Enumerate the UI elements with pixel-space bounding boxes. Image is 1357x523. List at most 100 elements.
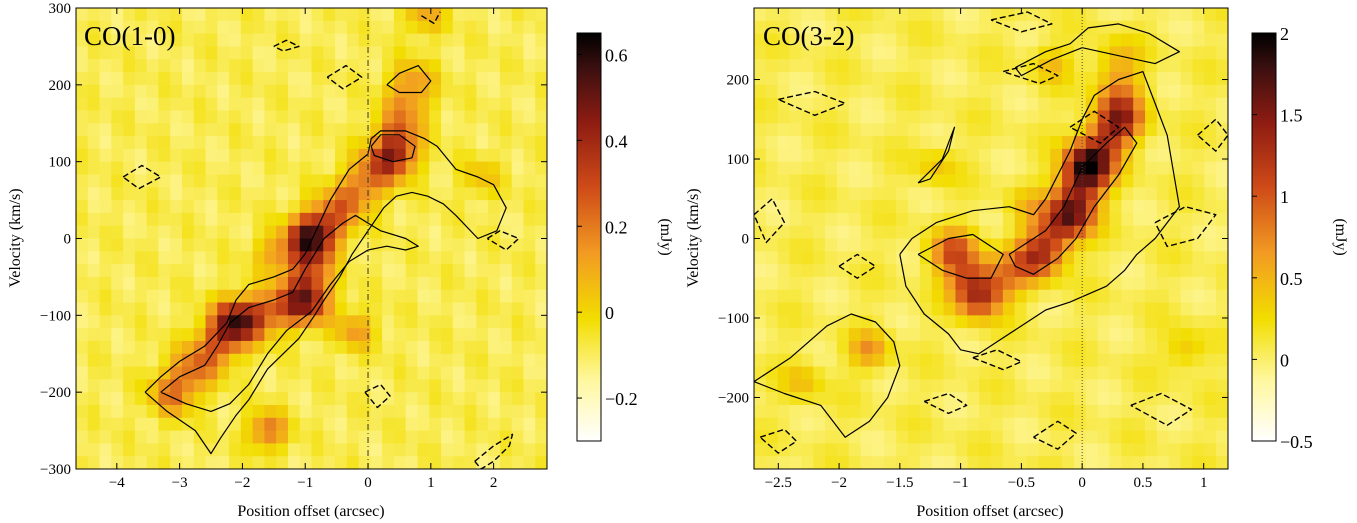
heatmap-cell-co32 xyxy=(1180,353,1194,368)
heatmap-cell-co10 xyxy=(429,264,442,278)
heatmap-cell-co32 xyxy=(1156,353,1170,368)
heatmap-cell-co10 xyxy=(405,404,419,419)
heatmap-cell-co32 xyxy=(1204,8,1217,22)
heatmap-cell-co32 xyxy=(896,443,909,457)
heatmap-cell-co32 xyxy=(1204,123,1217,137)
heatmap-cell-co32 xyxy=(1204,315,1217,329)
heatmap-cell-co32 xyxy=(967,417,980,432)
heatmap-cell-co32 xyxy=(979,289,992,304)
heatmap-cell-co32 xyxy=(1133,225,1146,240)
heatmap-cell-co32 xyxy=(860,404,874,419)
heatmap-cell-co32 xyxy=(754,417,767,432)
heatmap-cell-co32 xyxy=(1204,430,1217,444)
heatmap-cell-co32 xyxy=(884,392,897,406)
heatmap-cell-co10 xyxy=(134,430,148,444)
heatmap-cell-co10 xyxy=(335,443,348,457)
heatmap-cell-co10 xyxy=(346,84,360,99)
heatmap-cell-co10 xyxy=(499,110,513,124)
heatmap-cell-co32 xyxy=(860,353,874,368)
heatmap-cell-co10 xyxy=(193,72,207,86)
heatmap-cell-co10 xyxy=(429,456,442,469)
heatmap-cell-co32 xyxy=(919,136,933,150)
heatmap-cell-co10 xyxy=(441,315,454,329)
heatmap-cell-co32 xyxy=(1145,379,1158,393)
heatmap-cell-co10 xyxy=(111,264,124,278)
heatmap-cell-co32 xyxy=(1121,302,1134,316)
heatmap-cell-co10 xyxy=(217,187,230,201)
heatmap-cell-co10 xyxy=(299,200,313,214)
heatmap-cell-co10 xyxy=(134,404,148,419)
heatmap-cell-co32 xyxy=(1216,148,1228,163)
heatmap-cell-co10 xyxy=(170,430,183,444)
heatmap-cell-co10 xyxy=(335,289,348,304)
heatmap-cell-co10 xyxy=(452,174,466,188)
heatmap-cell-co10 xyxy=(193,123,207,137)
heatmap-cell-co32 xyxy=(1204,174,1217,188)
heatmap-cell-co10 xyxy=(429,430,442,444)
heatmap-cell-co32 xyxy=(1026,84,1039,99)
heatmap-cell-co10 xyxy=(76,46,89,60)
heatmap-cell-co32 xyxy=(1038,404,1051,419)
heatmap-cell-co32 xyxy=(979,174,992,188)
heatmap-cell-co32 xyxy=(836,33,850,48)
heatmap-cell-co32 xyxy=(1014,392,1028,406)
heatmap-cell-co10 xyxy=(87,148,101,163)
heatmap-cell-co10 xyxy=(146,443,160,457)
heatmap-cell-co10 xyxy=(134,72,148,86)
heatmap-cell-co10 xyxy=(370,33,383,48)
heatmap-cell-co32 xyxy=(1038,456,1051,469)
heatmap-cell-co32 xyxy=(1168,123,1182,137)
heatmap-cell-co32 xyxy=(789,72,802,86)
heatmap-cell-co32 xyxy=(1038,328,1051,342)
heatmap-cell-co32 xyxy=(1121,174,1134,188)
heatmap-cell-co10 xyxy=(99,392,112,406)
heatmap-cell-co10 xyxy=(287,404,301,419)
heatmap-cell-co10 xyxy=(287,200,301,214)
heatmap-cell-co32 xyxy=(1121,187,1134,201)
heatmap-cell-co32 xyxy=(943,353,957,368)
heatmap-cell-co32 xyxy=(777,430,791,444)
colorbar-tick-label-co32: −0.5 xyxy=(1280,432,1313,452)
heatmap-cell-co32 xyxy=(1002,302,1016,316)
heatmap-cell-co32 xyxy=(931,264,945,278)
heatmap-cell-co32 xyxy=(967,20,980,35)
heatmap-cell-co32 xyxy=(1097,366,1111,380)
heatmap-cell-co32 xyxy=(789,136,802,150)
heatmap-cell-co32 xyxy=(1204,353,1217,368)
heatmap-cell-co32 xyxy=(979,366,992,380)
heatmap-cell-co10 xyxy=(464,187,477,201)
heatmap-cell-co10 xyxy=(146,20,160,35)
heatmap-cell-co32 xyxy=(1168,289,1182,304)
heatmap-cell-co32 xyxy=(967,430,980,444)
heatmap-cell-co10 xyxy=(217,430,230,444)
heatmap-cell-co32 xyxy=(967,366,980,380)
heatmap-cell-co10 xyxy=(217,315,230,329)
heatmap-cell-co32 xyxy=(860,289,874,304)
heatmap-cell-co32 xyxy=(943,46,957,60)
heatmap-cell-co10 xyxy=(146,148,160,163)
heatmap-cell-co32 xyxy=(919,110,933,124)
heatmap-cell-co10 xyxy=(464,417,477,432)
heatmap-cell-co32 xyxy=(1192,97,1205,112)
heatmap-cell-co10 xyxy=(429,366,442,380)
heatmap-cell-co10 xyxy=(370,59,383,73)
heatmap-cell-co32 xyxy=(754,72,767,86)
heatmap-cell-co32 xyxy=(1156,225,1170,240)
heatmap-cell-co32 xyxy=(908,97,921,112)
heatmap-cell-co10 xyxy=(87,264,101,278)
heatmap-cell-co10 xyxy=(240,340,254,355)
heatmap-cell-co32 xyxy=(1109,404,1122,419)
heatmap-cell-co10 xyxy=(99,302,112,316)
heatmap-cell-co10 xyxy=(464,328,477,342)
heatmap-cell-co32 xyxy=(955,328,968,342)
heatmap-cell-co10 xyxy=(76,97,89,112)
heatmap-cell-co10 xyxy=(123,20,136,35)
heatmap-cell-co32 xyxy=(754,251,767,265)
heatmap-cell-co32 xyxy=(991,251,1004,265)
heatmap-cell-co10 xyxy=(123,340,136,355)
heatmap-cell-co32 xyxy=(1156,110,1170,124)
heatmap-cell-co10 xyxy=(158,8,171,22)
heatmap-cell-co10 xyxy=(417,46,430,60)
heatmap-cell-co10 xyxy=(499,187,513,201)
heatmap-cell-co32 xyxy=(765,276,779,291)
